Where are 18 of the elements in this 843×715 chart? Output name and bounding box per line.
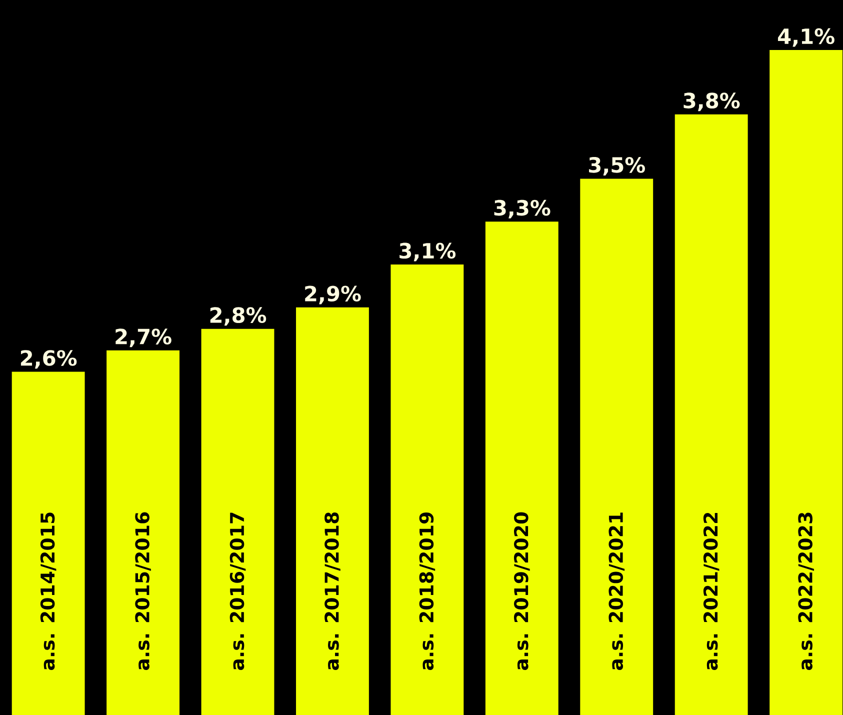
data-label: 2,7%: [116, 328, 172, 348]
data-label: 4,1%: [778, 28, 834, 47]
data-label: 3,1%: [400, 242, 456, 262]
data-label: 2,8%: [210, 307, 266, 326]
x-tick-label: a.s. 2020/2021: [608, 512, 625, 670]
x-tick-label: a.s. 2022/2023: [798, 512, 814, 670]
x-tick-label: a.s. 2021/2022: [703, 512, 720, 670]
x-tick-label: a.s. 2019/2020: [514, 512, 530, 670]
data-label: 3,3%: [494, 200, 550, 218]
data-label: 3,8%: [684, 92, 740, 112]
x-tick-label: a.s. 2015/2016: [135, 512, 151, 670]
x-tick-label: a.s. 2018/2019: [419, 512, 436, 670]
data-label: 2,6%: [20, 350, 77, 369]
data-label: 2,9%: [305, 286, 361, 304]
data-label: 3,5%: [589, 157, 645, 176]
x-tick-label: a.s. 2016/2017: [230, 512, 246, 670]
x-tick-label: a.s. 2017/2018: [324, 512, 340, 670]
x-tick-label: a.s. 2014/2015: [40, 512, 56, 670]
